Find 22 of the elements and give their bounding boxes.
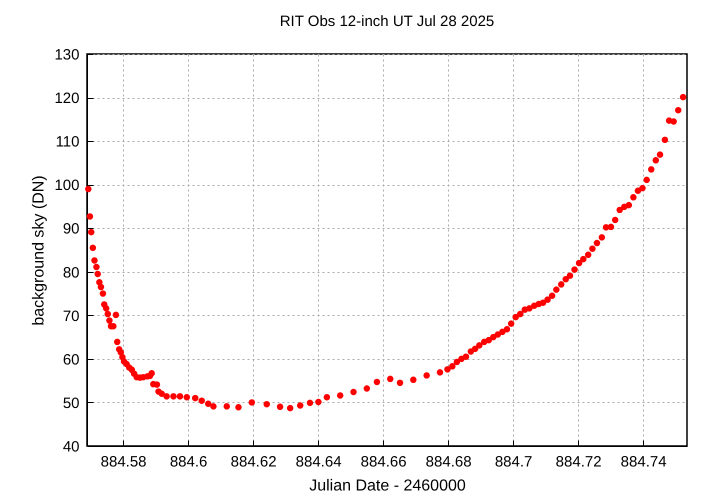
x-tick-label: 884.74 <box>620 454 667 470</box>
y-tick-label: 40 <box>62 438 80 456</box>
x-tick-label: 884.64 <box>296 454 342 470</box>
x-tick-label: 884.72 <box>556 454 602 470</box>
x-tick-label: 884.7 <box>494 454 532 470</box>
chart-title: RIT Obs 12-inch UT Jul 28 2025 <box>280 13 494 30</box>
y-axis-title: background sky (DN) <box>30 175 48 326</box>
y-tick-label: 80 <box>62 264 80 282</box>
y-tick-label: 50 <box>62 394 80 412</box>
y-tick-label: 120 <box>54 90 80 108</box>
y-tick-label: 100 <box>54 177 80 194</box>
x-tick-label: 884.68 <box>426 454 472 470</box>
y-tick-label: 110 <box>56 134 80 151</box>
x-tick-label: 884.66 <box>360 454 407 470</box>
y-tick-label: 130 <box>54 46 80 64</box>
y-tick-label: 60 <box>62 351 80 368</box>
y-tick-label: 90 <box>62 220 80 238</box>
y-tick-label: 70 <box>62 308 80 325</box>
x-tick-label: 884.62 <box>230 454 277 470</box>
x-tick-label: 884.58 <box>100 454 147 470</box>
x-axis-title: Julian Date - 2460000 <box>309 478 466 494</box>
x-tick-label: 884.6 <box>170 454 208 470</box>
